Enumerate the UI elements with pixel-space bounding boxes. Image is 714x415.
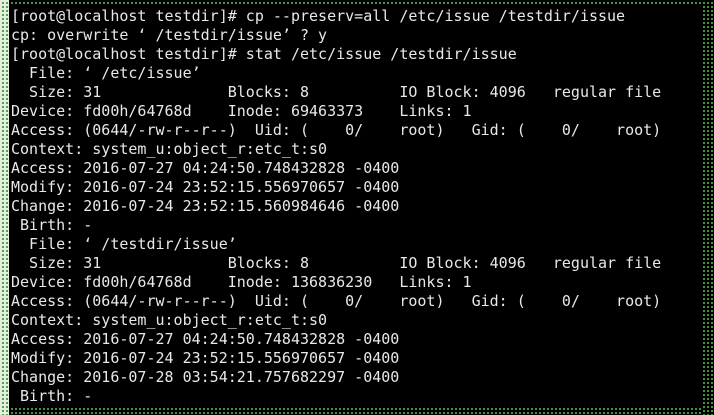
terminal-line: Birth: - — [11, 387, 93, 405]
decorative-border-right — [701, 0, 714, 415]
terminal-line: [root@localhost testdir]# cp --preserv=a… — [11, 7, 626, 25]
terminal-line: [root@localhost testdir]# stat /etc/issu… — [11, 45, 517, 63]
decorative-border-top — [9, 0, 714, 6]
terminal-line: File: ‘ /etc/issue’ — [11, 64, 201, 82]
terminal-line: Birth: - — [11, 216, 93, 234]
terminal-line: Context: system_u:object_r:etc_t:s0 — [11, 311, 328, 329]
terminal-screen[interactable]: [root@localhost testdir]# cp --preserv=a… — [9, 5, 701, 406]
terminal-line: Device: fd00h/64768d Inode: 136836230 Li… — [11, 273, 472, 291]
terminal-line: Access: 2016-07-27 04:24:50.748432828 -0… — [11, 159, 400, 177]
terminal-line: Modify: 2016-07-24 23:52:15.556970657 -0… — [11, 349, 400, 367]
terminal-line: Access: 2016-07-27 04:24:50.748432828 -0… — [11, 330, 400, 348]
terminal-line: Size: 31 Blocks: 8 IO Block: 4096 regula… — [11, 254, 662, 272]
terminal-line: cp: overwrite ‘ /testdir/issue’ ? y — [11, 26, 328, 44]
terminal-line: Access: (0644/-rw-r--r--) Uid: ( 0/ root… — [11, 121, 662, 139]
terminal-line: File: ‘ /testdir/issue’ — [11, 235, 237, 253]
terminal-line: Device: fd00h/64768d Inode: 69463373 Lin… — [11, 102, 472, 120]
terminal-line: Modify: 2016-07-24 23:52:15.556970657 -0… — [11, 178, 400, 196]
terminal-line: Change: 2016-07-28 03:54:21.757682297 -0… — [11, 368, 400, 386]
terminal-line: Access: (0644/-rw-r--r--) Uid: ( 0/ root… — [11, 292, 662, 310]
terminal-line: Change: 2016-07-24 23:52:15.560984646 -0… — [11, 197, 400, 215]
terminal-line: Size: 31 Blocks: 8 IO Block: 4096 regula… — [11, 83, 662, 101]
decorative-border-bottom — [9, 406, 701, 415]
terminal-line: Context: system_u:object_r:etc_t:s0 — [11, 140, 328, 158]
decorative-border-left — [0, 0, 9, 415]
